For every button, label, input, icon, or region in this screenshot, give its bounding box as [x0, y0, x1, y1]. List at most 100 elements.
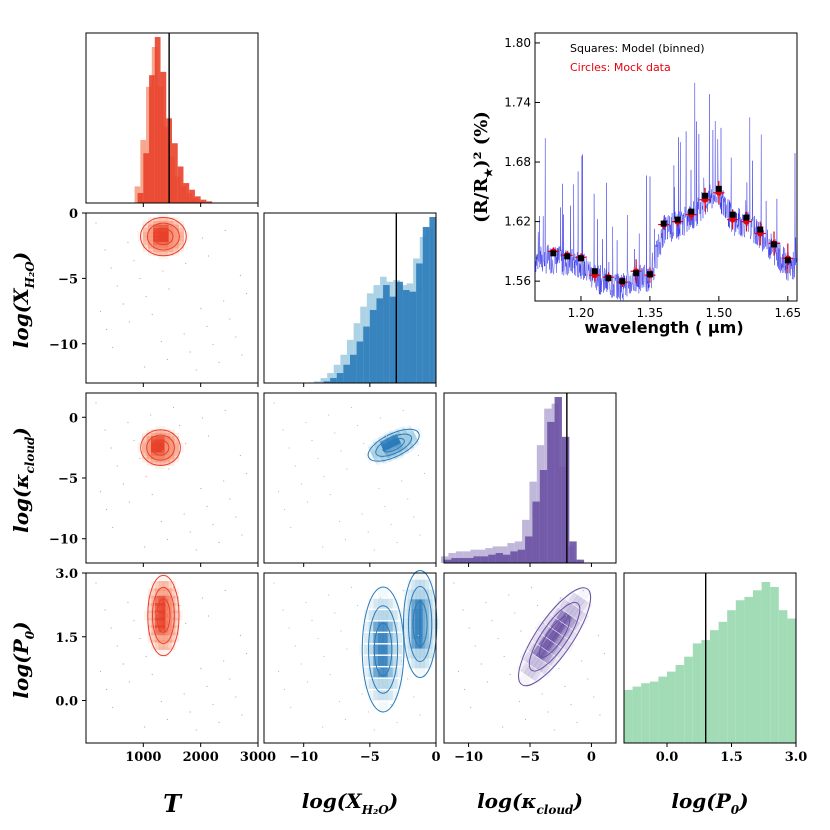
- density-cell: [426, 599, 437, 610]
- scatter-point: [367, 711, 369, 713]
- scatter-point: [419, 534, 421, 536]
- scatter-point: [587, 678, 589, 680]
- hist-bar-p0: [632, 686, 642, 743]
- density-cell: [158, 242, 169, 253]
- scatter-point: [195, 369, 197, 371]
- scatter-point: [363, 442, 365, 445]
- scatter-point: [402, 409, 404, 412]
- density-cell: [387, 598, 398, 609]
- hist-bar-p0: [761, 581, 771, 743]
- contour-level: [373, 622, 393, 677]
- density-cell: [368, 690, 379, 701]
- scatter-point: [407, 498, 409, 500]
- scatter-point: [334, 612, 336, 614]
- scatter-point: [127, 421, 129, 424]
- density-cell: [387, 690, 398, 701]
- scatter-point: [229, 678, 231, 680]
- density-cell: [158, 647, 169, 658]
- scatter-point: [384, 505, 386, 508]
- density-cell: [415, 589, 426, 600]
- scatter-point: [344, 718, 347, 721]
- x-tick-label: 1.5: [720, 750, 743, 765]
- density-cell: [406, 435, 421, 450]
- scatter-point: [564, 685, 566, 688]
- scatter-point: [144, 726, 146, 728]
- scatter-point: [150, 234, 152, 236]
- scatter-point: [239, 454, 241, 457]
- scatter-point: [357, 424, 359, 427]
- panel-frame: [85, 392, 259, 564]
- scatter-point: [329, 673, 331, 676]
- spectrum-ticks: 1.20 1.35 1.50 1.65 1.56 1.62 1.68 1.74 1.80: [504, 36, 801, 320]
- scatter-point: [273, 582, 275, 584]
- panel-frame: [263, 212, 437, 384]
- model-binned-point: [564, 253, 571, 260]
- scatter-point: [402, 589, 404, 592]
- scatter-point: [200, 307, 202, 310]
- scatter-point: [282, 429, 284, 431]
- density-cell: [392, 667, 403, 678]
- density-cell: [523, 664, 538, 679]
- contour-level: [140, 429, 181, 466]
- axis-labels-layer: T log(XH₂O) log(κcloud) log(P0) log(XH₂O…: [9, 252, 749, 818]
- y-tick-label: 0: [69, 207, 78, 222]
- scatter-point: [288, 627, 290, 629]
- model-binned-point: [729, 211, 736, 218]
- model-binned-point: [577, 255, 584, 262]
- scatter-point: [457, 670, 460, 673]
- density-cell: [387, 633, 398, 644]
- scatter-point: [195, 729, 197, 731]
- hist-bar-T: [160, 71, 167, 203]
- density-cell: [158, 573, 169, 584]
- hist-bar-p0: [718, 621, 728, 743]
- hist-bar-p0: [753, 590, 762, 743]
- scatter-point: [127, 241, 129, 244]
- density-cell: [530, 669, 545, 684]
- scatter-point: [338, 520, 340, 523]
- density-cell: [422, 579, 433, 590]
- hist-bar-kcloud: [466, 558, 474, 563]
- scatter-point: [417, 454, 419, 457]
- scatter-point: [151, 673, 153, 676]
- scatter-point: [122, 303, 124, 305]
- x-axis-label-xh2o: log(XH₂O): [302, 789, 398, 817]
- scatter-point: [396, 541, 398, 544]
- panel-kcloud-p0: −10 −5 0: [443, 572, 617, 765]
- scatter-point: [306, 501, 309, 503]
- density-cell: [142, 432, 153, 443]
- density-cell: [169, 452, 180, 463]
- scatter-point: [162, 630, 164, 632]
- x-tick-label: −5: [360, 750, 380, 765]
- scatter-point: [470, 706, 472, 709]
- density-cell: [160, 429, 171, 440]
- hist-bar-xh2o: [350, 354, 357, 383]
- hist-bar-xh2o: [330, 378, 337, 383]
- density-cell: [382, 690, 393, 701]
- scatter-point: [239, 634, 241, 637]
- density-cell: [403, 589, 414, 600]
- hist-bar-T: [149, 75, 155, 203]
- density-cell: [378, 690, 389, 701]
- contour-level: [382, 438, 405, 453]
- model-binned-point: [688, 208, 695, 215]
- scatter-point: [401, 480, 403, 482]
- density-cell: [422, 609, 433, 620]
- density-cell: [392, 621, 403, 632]
- spectrum-plot-area: [535, 82, 797, 301]
- density-cell: [364, 449, 378, 463]
- scatter-point: [179, 244, 181, 247]
- scatter-point: [361, 693, 363, 695]
- scatter-point: [541, 693, 543, 695]
- scatter-point: [133, 619, 135, 622]
- hist-bar-kcloud: [473, 556, 481, 563]
- scatter-point: [474, 645, 476, 647]
- y-axis-label-kcloud: log(κcloud): [9, 427, 37, 533]
- panel-xh2o-p0: −10 −5 0: [263, 569, 441, 765]
- density-cell: [363, 678, 374, 689]
- scatter-point: [294, 465, 296, 467]
- scatter-point: [520, 630, 522, 632]
- scatter-point: [122, 663, 124, 665]
- x-tick-label: 2000: [183, 750, 219, 765]
- density-cell: [153, 245, 164, 256]
- density-cell: [164, 455, 175, 466]
